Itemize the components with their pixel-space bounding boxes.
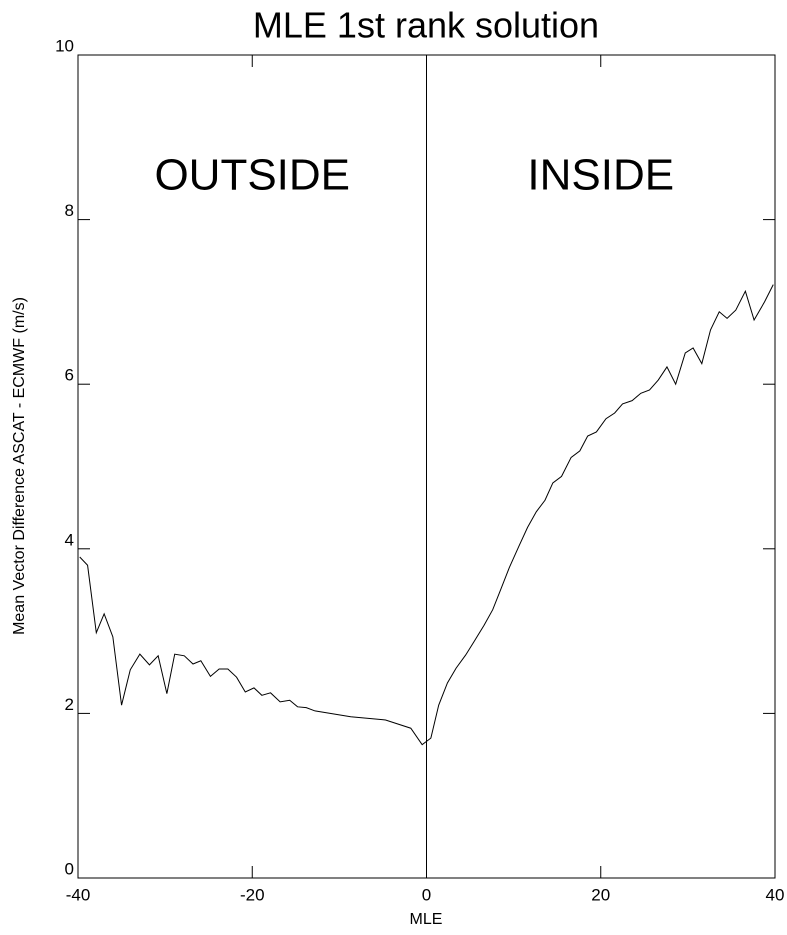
- x-tick-label: -40: [66, 885, 91, 904]
- chart-title: MLE 1st rank solution: [253, 5, 599, 46]
- y-axis-label: Mean Vector Difference ASCAT - ECMWF (m/…: [11, 297, 28, 635]
- x-tick-label: -20: [240, 885, 265, 904]
- x-axis-label: MLE: [410, 911, 443, 928]
- annotation: OUTSIDE: [154, 151, 350, 200]
- y-tick-label: 8: [65, 201, 74, 220]
- y-tick-label: 6: [65, 366, 74, 385]
- y-tick-label: 4: [65, 530, 74, 549]
- x-tick-label: 0: [422, 885, 431, 904]
- annotation: INSIDE: [527, 151, 674, 200]
- data-line: [79, 284, 774, 746]
- y-tick-label: 10: [55, 36, 74, 55]
- y-tick-label: 2: [65, 695, 74, 714]
- y-tick-label: 0: [65, 859, 74, 878]
- x-tick-label: 20: [591, 885, 610, 904]
- x-tick-label: 40: [766, 885, 785, 904]
